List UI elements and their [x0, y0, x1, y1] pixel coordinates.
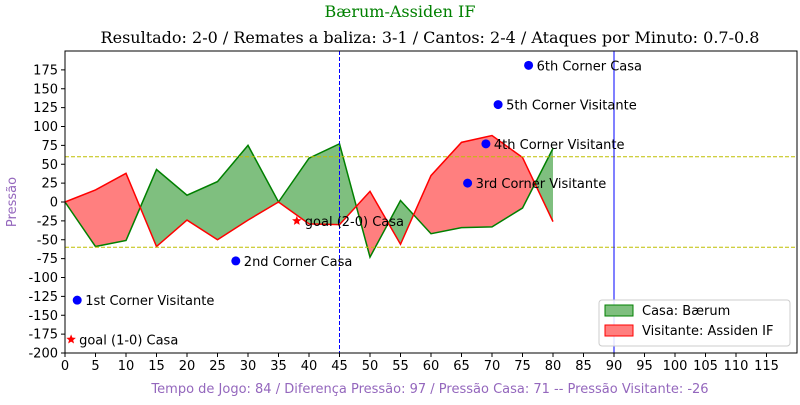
y-tick-label: -200 [28, 347, 58, 362]
x-tick-label: 105 [693, 359, 718, 374]
x-tick-label: 65 [453, 359, 470, 374]
corner-marker [493, 100, 503, 110]
x-tick-label: 75 [514, 359, 531, 374]
y-axis-label: Pressão [5, 177, 20, 227]
y-tick-label: -100 [28, 271, 58, 286]
y-tick-label: -125 [28, 290, 58, 305]
x-tick-label: 50 [362, 359, 379, 374]
x-tick-label: 70 [484, 359, 501, 374]
area-segment [95, 173, 126, 247]
legend-label: Visitante: Assiden IF [642, 324, 774, 339]
x-tick-label: 85 [575, 359, 592, 374]
y-tick-label: 150 [33, 82, 58, 97]
x-tick-label: 45 [331, 359, 348, 374]
event-label: 3rd Corner Visitante [476, 177, 607, 192]
area-segment [126, 173, 141, 241]
corner-marker [481, 139, 491, 149]
corner-marker [463, 178, 473, 188]
area-segment [388, 200, 401, 245]
y-tick-label: 0 [50, 196, 58, 211]
legend-swatch [604, 324, 634, 337]
goal-marker [292, 215, 302, 225]
corner-marker [72, 295, 82, 305]
area-segment [370, 191, 389, 258]
event-label: 6th Corner Casa [537, 59, 642, 74]
x-tick-label: 10 [118, 359, 135, 374]
event-label: 4th Corner Visitante [494, 138, 625, 153]
y-tick-label: 175 [33, 63, 58, 78]
y-tick-label: 125 [33, 101, 58, 116]
x-tick-label: 30 [240, 359, 257, 374]
event-label: 1st Corner Visitante [85, 294, 214, 309]
event-label: goal (1-0) Casa [79, 333, 178, 348]
series-line-away [64, 134, 554, 248]
x-tick-label: 40 [301, 359, 318, 374]
area-segment [217, 145, 248, 240]
event-label: 2nd Corner Casa [244, 255, 353, 270]
y-tick-label: 100 [33, 120, 58, 135]
y-tick-label: -50 [37, 233, 58, 248]
y-tick-label: -175 [28, 328, 58, 343]
area-segment [187, 181, 218, 240]
goal-marker [66, 334, 76, 344]
y-tick-label: 75 [41, 139, 58, 154]
legend: Casa: Bærum Visitante: Assiden IF [598, 299, 791, 347]
x-tick-label: 110 [724, 359, 749, 374]
x-tick-label: 35 [270, 359, 287, 374]
x-tick-label: 90 [606, 359, 623, 374]
event-label: goal (2-0) Casa [305, 215, 404, 230]
area-segment [492, 135, 523, 227]
area-segment [431, 142, 462, 234]
x-tick-label: 60 [423, 359, 440, 374]
area-segment [278, 158, 309, 224]
area-segment [461, 135, 492, 228]
area-segment [339, 143, 357, 225]
y-tick-label: -25 [37, 214, 58, 229]
x-tick-label: 95 [636, 359, 653, 374]
corner-marker [524, 60, 534, 70]
x-tick-label: 5 [91, 359, 99, 374]
x-axis-label: Tempo de Jogo: 84 / Diferença Pressão: 9… [150, 382, 708, 397]
event-label: 5th Corner Visitante [506, 99, 637, 114]
x-tick-label: 80 [545, 359, 562, 374]
series-line-home [64, 142, 554, 260]
area-segment [140, 169, 157, 247]
area-segment [534, 148, 553, 222]
y-tick-label: -150 [28, 309, 58, 324]
plot-area: 1st Corner Visitante goal (1-0) Casa 2nd C… [28, 50, 798, 374]
y-tick-label: 50 [41, 158, 58, 173]
x-tick-label: 20 [179, 359, 196, 374]
legend-swatch [604, 304, 634, 317]
area-segment [309, 143, 340, 225]
x-tick-label: 115 [754, 359, 779, 374]
area-segment [248, 145, 279, 221]
y-tick-label: 25 [41, 177, 58, 192]
y-tick-label: -75 [37, 252, 58, 267]
area-segment [156, 169, 187, 247]
x-tick-label: 25 [209, 359, 226, 374]
legend-box [598, 299, 791, 347]
x-tick-label: 15 [148, 359, 165, 374]
area-segment [356, 191, 370, 258]
chart-subtitle: Resultado: 2-0 / Remates a baliza: 3-1 /… [101, 28, 760, 47]
legend-label: Casa: Bærum [642, 304, 730, 319]
x-tick-label: 55 [392, 359, 409, 374]
corner-marker [231, 256, 241, 266]
area-segment [65, 189, 96, 247]
x-tick-label: 100 [663, 359, 688, 374]
chart-title: Bærum-Assiden IF [325, 2, 476, 21]
x-tick-label: 0 [61, 359, 69, 374]
area-segment [522, 157, 535, 209]
